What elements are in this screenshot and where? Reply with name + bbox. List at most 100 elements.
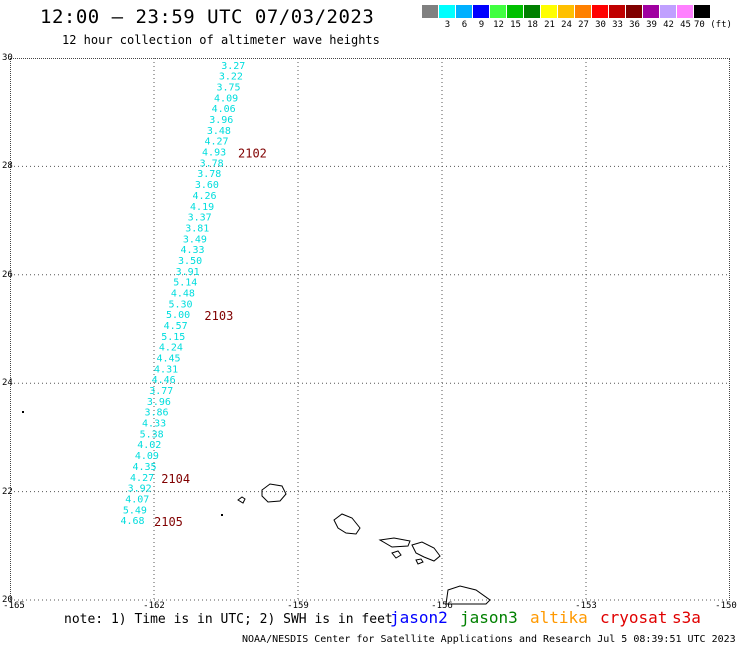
legend-label: 24 <box>561 20 572 30</box>
longitude-label: -153 <box>575 601 597 611</box>
swh-value: 4.02 <box>137 440 161 451</box>
swh-value: 4.24 <box>159 343 183 354</box>
swh-value: 4.35 <box>132 462 156 473</box>
latitude-label: 22 <box>2 486 13 497</box>
graticule <box>10 58 730 601</box>
island-niihau <box>237 496 246 504</box>
swh-value: 4.46 <box>152 375 176 386</box>
dot-marker <box>22 411 24 413</box>
legend-label: 39 <box>646 20 657 30</box>
swh-value: 4.27 <box>130 473 154 484</box>
legend-swatch <box>660 5 677 18</box>
legend-swatch <box>541 5 558 18</box>
swh-value: 4.27 <box>204 137 228 148</box>
swh-value: 3.27 <box>221 61 245 72</box>
legend-swatch <box>473 5 490 18</box>
island-lanai <box>391 550 402 559</box>
legend-swatch <box>422 5 439 18</box>
time-labels: 2102 2103 2104 2105 <box>154 147 267 530</box>
latitude-label: 20 <box>2 595 13 605</box>
swh-value: 5.15 <box>161 332 185 343</box>
longitude-label: -162 <box>143 601 165 611</box>
swh-value: 4.48 <box>171 288 195 299</box>
swh-value: 3.96 <box>147 397 171 408</box>
legend-swatches <box>422 5 732 18</box>
legend-label: 45 <box>680 20 691 30</box>
swh-value: 4.06 <box>212 104 236 115</box>
legend-label: 36 <box>629 20 640 30</box>
swh-value: 3.78 <box>200 158 224 169</box>
latitude-label: 24 <box>2 378 13 389</box>
swh-value: 3.75 <box>216 83 240 94</box>
swh-value: 5.38 <box>140 429 164 440</box>
color-legend: 3 6 9 12 15 18 21 24 27 30 33 36 39 42 45 70 (ft) <box>422 5 732 30</box>
altimeter-track: 3.273.223.754.094.063.963.484.274.933.78… <box>120 61 245 527</box>
latitude-label: 26 <box>2 269 13 280</box>
latitude-label: 30 <box>2 53 13 63</box>
swh-value: 4.33 <box>142 419 166 430</box>
swh-value: 3.91 <box>176 267 200 278</box>
chart-title: 12:00 — 23:59 UTC 07/03/2023 <box>40 6 375 28</box>
longitude-label: -150 <box>715 601 737 611</box>
legend-labels: 3 6 9 12 15 18 21 24 27 30 33 36 39 42 45 70 (ft) <box>422 20 732 30</box>
pass-time-label: 2105 <box>154 515 183 529</box>
swh-value: 3.96 <box>209 115 233 126</box>
swh-value: 4.19 <box>190 202 214 213</box>
legend-label: 42 <box>663 20 674 30</box>
map-frame <box>10 58 730 600</box>
satellite-jason2: jason2 <box>390 608 448 627</box>
legend-label: 33 <box>612 20 623 30</box>
swh-value: 4.09 <box>214 93 238 104</box>
swh-value: 3.22 <box>219 72 243 83</box>
legend-swatch <box>456 5 473 18</box>
footnote: note: 1) Time is in UTC; 2) SWH is in fe… <box>64 612 393 627</box>
swh-value: 3.86 <box>144 408 168 419</box>
pass-time-label: 2103 <box>204 309 233 323</box>
swh-value: 4.09 <box>135 451 159 462</box>
legend-label: 3 <box>444 20 451 30</box>
legend-swatch <box>694 5 711 18</box>
swh-value: 4.31 <box>154 364 178 375</box>
swh-value: 3.50 <box>178 256 202 267</box>
swh-value: 5.00 <box>166 310 190 321</box>
swh-value: 4.93 <box>202 148 226 159</box>
hawaiian-islands <box>237 483 491 605</box>
legend-label: 70 (ft) <box>694 20 732 30</box>
legend-label: 9 <box>478 20 485 30</box>
swh-value: 3.37 <box>188 213 212 224</box>
legend-label: 18 <box>527 20 538 30</box>
legend-swatch <box>592 5 609 18</box>
swh-value: 3.78 <box>197 169 221 180</box>
legend-swatch <box>490 5 507 18</box>
pass-time-label: 2102 <box>238 147 267 161</box>
swh-value: 3.77 <box>149 386 173 397</box>
legend-label: 30 <box>595 20 606 30</box>
satellite-s3a: s3a <box>672 608 701 627</box>
legend-swatch <box>575 5 592 18</box>
longitude-label: -165 <box>3 601 25 611</box>
island-maui <box>411 541 441 562</box>
legend-label: 21 <box>544 20 555 30</box>
swh-value: 4.68 <box>120 516 144 527</box>
pass-time-label: 2104 <box>161 472 190 486</box>
legend-label: 15 <box>510 20 521 30</box>
swh-value: 3.49 <box>183 234 207 245</box>
island-molokai <box>378 537 411 548</box>
swh-value: 5.49 <box>123 505 147 516</box>
legend-swatch <box>439 5 456 18</box>
legend-swatch <box>643 5 660 18</box>
satellite-jason3: jason3 <box>460 608 518 627</box>
island-kahoolawe <box>415 558 424 565</box>
legend-swatch <box>558 5 575 18</box>
legend-label: 27 <box>578 20 589 30</box>
credit-line: NOAA/NESDIS Center for Satellite Applica… <box>242 634 736 645</box>
swh-value: 4.45 <box>156 354 180 365</box>
swh-value: 5.14 <box>173 278 197 289</box>
swh-value: 3.92 <box>128 484 152 495</box>
legend-swatch <box>677 5 694 18</box>
swh-value: 4.57 <box>164 321 188 332</box>
satellite-altika: altika <box>530 608 588 627</box>
longitude-label: -156 <box>431 601 453 611</box>
legend-label: 6 <box>461 20 468 30</box>
